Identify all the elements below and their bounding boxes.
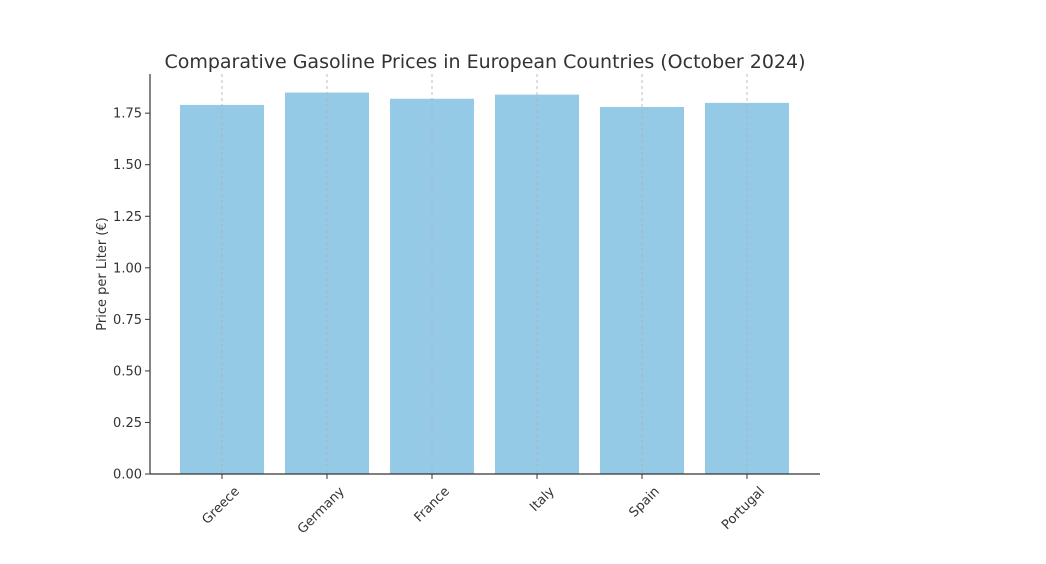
- y-tick-label: 0.50: [113, 364, 142, 379]
- y-tick-label: 0.00: [113, 468, 142, 483]
- axes-layer: [149, 74, 820, 475]
- y-tick-label: 0.75: [113, 313, 142, 328]
- y-ticks: 0.00 0.25 0.50 0.75 1.00 1.25 1.50 1.75: [113, 107, 150, 483]
- y-tick-label: 1.00: [113, 261, 142, 276]
- x-tick-label-portugal: Portugal: [719, 484, 768, 533]
- x-ticks: Greece Germany France Italy Spain Portugal: [199, 474, 768, 537]
- x-tick-label-italy: Italy: [527, 484, 558, 515]
- y-tick-label: 1.50: [113, 158, 142, 173]
- x-tick-label-spain: Spain: [627, 484, 663, 520]
- x-tick-label-greece: Greece: [199, 484, 242, 527]
- chart-title: Comparative Gasoline Prices in European …: [164, 51, 805, 73]
- x-tick-label-germany: Germany: [295, 484, 348, 537]
- grid-layer: [221, 74, 748, 474]
- bars-layer: [180, 92, 789, 475]
- y-tick-label: 1.75: [113, 107, 142, 122]
- y-tick-label: 1.25: [113, 210, 142, 225]
- y-tick-label: 0.25: [113, 416, 142, 431]
- x-tick-label-france: France: [412, 484, 453, 525]
- y-axis-label: Price per Liter (€): [95, 217, 110, 330]
